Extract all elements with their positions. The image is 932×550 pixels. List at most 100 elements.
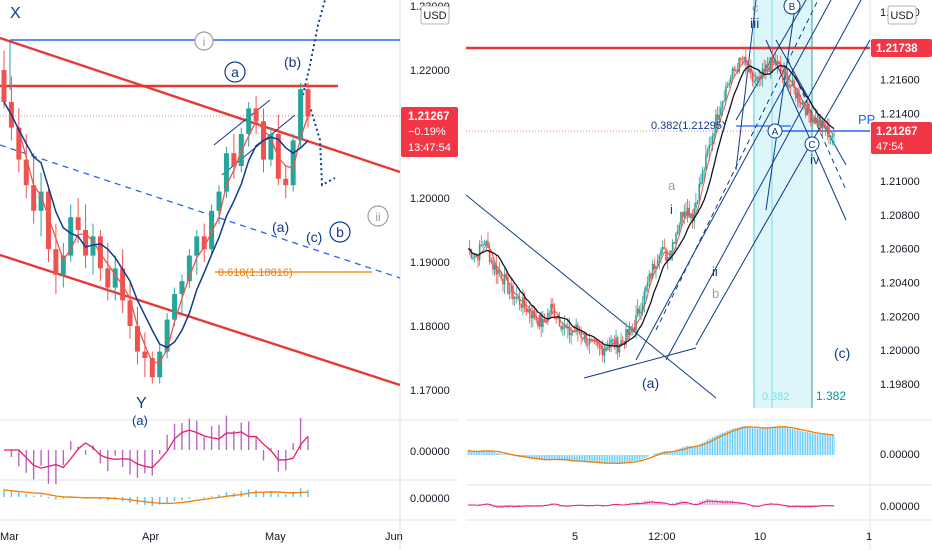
right-down-fan-3[interactable]: [787, 59, 847, 191]
right-candle-body: [781, 70, 784, 75]
right-candle-body: [581, 337, 584, 340]
right-candle-body: [538, 314, 541, 327]
right-candle-body: [723, 100, 725, 102]
left-chart-pane[interactable]: X Y (a) i a (b) (a) (c) b ii 0.618(1.188…: [0, 0, 458, 550]
right-candle-body: [625, 329, 627, 345]
right-candle-body: [716, 114, 719, 120]
left-candle-body: [157, 351, 163, 378]
right-candle-body: [495, 264, 498, 275]
left-candle-body: [209, 210, 215, 250]
right-candle-body: [601, 349, 604, 356]
right-time-tick-1: 1: [866, 531, 872, 543]
right-currency-box[interactable]: [887, 5, 917, 25]
left-candle-body: [23, 159, 29, 186]
left-candle-body: [305, 89, 311, 117]
left-candle-body: [194, 236, 200, 256]
right-price-tick: 1.21400: [880, 108, 920, 120]
wave-label-y: Y: [136, 395, 147, 412]
left-candle-body: [290, 140, 296, 186]
right-candle-body: [665, 248, 667, 261]
right-candle-body: [786, 75, 789, 88]
left-chart-canvas[interactable]: X Y (a) i a (b) (a) (c) b ii 0.618(1.188…: [0, 0, 458, 550]
left-candle-body: [283, 178, 289, 186]
right-candle-body: [710, 144, 712, 146]
right-candle-body: [580, 333, 582, 338]
left-candle-body: [38, 191, 44, 211]
right-candle-body: [490, 260, 493, 262]
left-currency-box[interactable]: [420, 5, 450, 25]
right-candle-body: [698, 183, 701, 203]
right-wave-circle-a: [767, 123, 783, 139]
right-chart-pane[interactable]: c iii B A C iv a i ii b (a) (c) 0.382(1.…: [466, 0, 932, 550]
right-channel-line-3[interactable]: [665, 0, 862, 361]
right-candle-body: [666, 257, 669, 261]
right-fib-0382-label: 0.382(1.21295): [651, 120, 726, 132]
left-candle-body: [201, 236, 207, 250]
right-price-tick: 1.20800: [880, 210, 920, 222]
right-down-fan-1[interactable]: [765, 39, 847, 221]
right-candle-body: [794, 88, 797, 99]
right-candle-body: [616, 337, 619, 353]
right-candle-body: [774, 61, 777, 65]
right-candle-body: [804, 108, 807, 116]
right-candle-body: [821, 120, 824, 129]
left-current-price-tag: 1.21267 −0.19% 13:47:54: [401, 107, 458, 157]
right-candle-body: [751, 73, 754, 82]
right-downtrend-line[interactable]: [466, 194, 717, 399]
right-candle-body: [811, 118, 814, 123]
right-candle-body: [568, 326, 571, 336]
right-candle-body: [610, 339, 612, 344]
right-candle-body: [728, 83, 730, 86]
right-candle-body: [798, 92, 800, 103]
right-candle-body: [500, 272, 503, 280]
right-candle-body: [472, 257, 474, 259]
right-channel-line-1[interactable]: [635, 0, 832, 361]
left-channel-upper-line[interactable]: [0, 36, 401, 174]
right-candle-body: [537, 320, 539, 327]
right-candle-body: [562, 326, 564, 330]
right-support-line-a[interactable]: [583, 347, 697, 379]
left-wedge-upper[interactable]: [213, 99, 271, 146]
right-fan-line-2[interactable]: [735, 0, 757, 171]
right-candle-body: [695, 202, 697, 209]
right-wave-label-a-paren: (a): [642, 375, 659, 391]
right-candle-body: [572, 331, 574, 333]
left-candle-body: [231, 153, 237, 166]
right-candle-body: [525, 307, 528, 312]
right-candle-body: [497, 269, 499, 275]
right-candle-body: [793, 80, 795, 89]
wave-label-i: i: [203, 35, 206, 49]
right-candle-body: [586, 344, 589, 346]
right-candle-body: [558, 318, 561, 326]
right-candle-body: [590, 338, 592, 340]
right-fib-time-band: [754, 0, 812, 408]
right-candle-body: [545, 321, 547, 323]
right-channel-line-4[interactable]: [695, 39, 871, 346]
right-candle-body: [678, 224, 681, 231]
right-candle-body: [655, 265, 657, 269]
right-candle-body: [485, 241, 488, 244]
right-candle-body: [653, 263, 656, 269]
right-fan-line-1[interactable]: [765, 0, 797, 211]
left-current-price: 1.21267: [408, 111, 450, 123]
right-chart-canvas[interactable]: c iii B A C iv a i ii b (a) (c) 0.382(1.…: [466, 0, 932, 550]
right-osc2-line: [468, 500, 835, 508]
left-channel-mid-dashed[interactable]: [0, 144, 401, 279]
right-candle-body: [483, 243, 486, 246]
right-candle-body: [635, 315, 637, 331]
right-price-tick: 1.21600: [880, 75, 920, 87]
right-price-tick: 1.20000: [880, 345, 920, 357]
right-candle-body: [738, 58, 740, 73]
right-candle-body: [691, 214, 694, 221]
right-candle-body: [731, 68, 734, 78]
right-candle-body: [488, 248, 491, 262]
pane-divider: [458, 0, 466, 550]
left-fib-0618-label: 0.618(1.18816): [218, 267, 293, 279]
right-candle-body: [833, 135, 835, 137]
right-candle-body: [583, 332, 586, 340]
left-channel-lower-line[interactable]: [0, 253, 401, 387]
left-candle-body: [1, 70, 7, 102]
right-candle-body: [693, 208, 696, 221]
right-candle-body: [745, 57, 747, 65]
right-candle-body: [720, 108, 722, 115]
